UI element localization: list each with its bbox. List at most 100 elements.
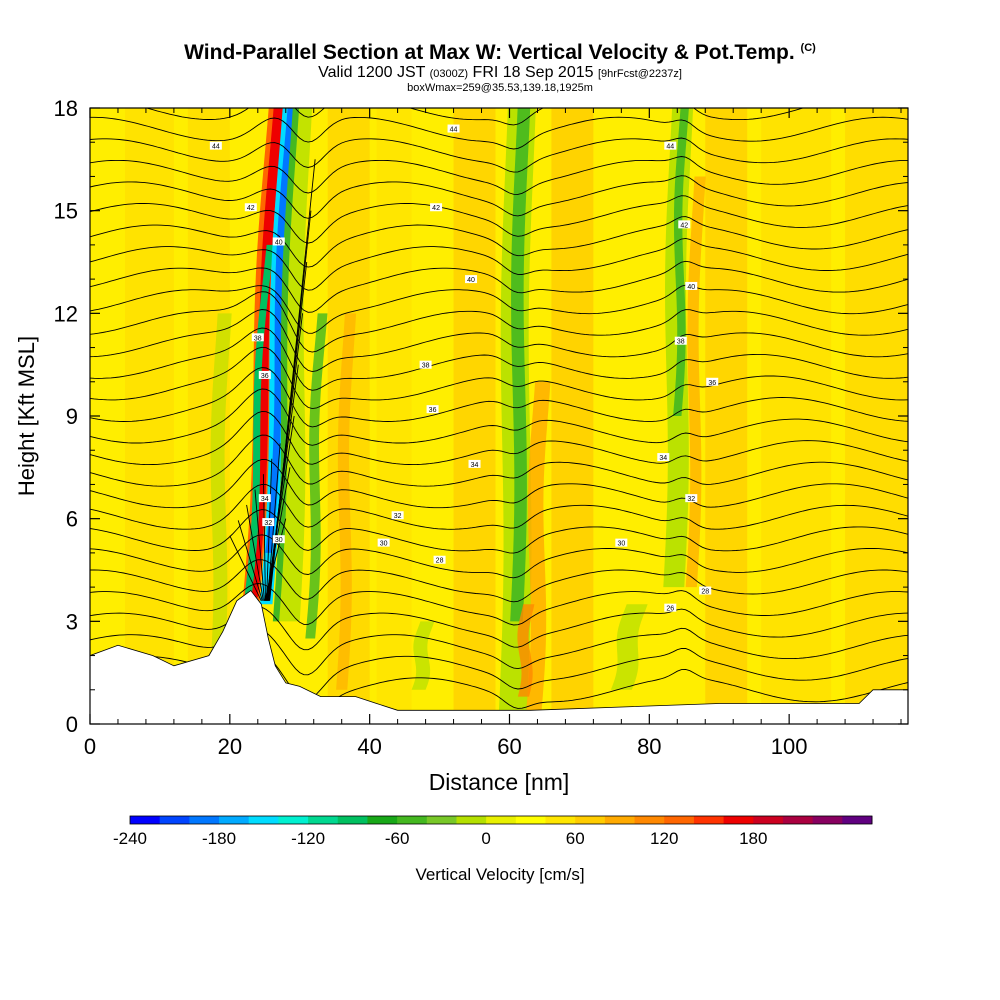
theta-label-bg	[685, 494, 698, 503]
band-orange-36	[336, 313, 357, 690]
colorbar-swatch	[812, 816, 843, 824]
theta-contour	[90, 483, 908, 530]
colorbar: -240 -180 -120 -60 0 60 120 180	[113, 815, 873, 848]
theta-label-bg	[447, 124, 460, 133]
theta-label: 42	[432, 205, 440, 212]
colorbar-swatch	[486, 816, 517, 824]
colorbar-tick-label: -180	[202, 829, 236, 848]
band-green-47	[411, 621, 435, 690]
y-axis-label: Height [Kft MSL]	[14, 336, 39, 496]
colorbar-swatch	[189, 816, 220, 824]
theta-label: 40	[275, 239, 283, 246]
colorbar-swatch	[159, 816, 190, 824]
band-green-61	[510, 108, 531, 622]
theta-contour	[90, 260, 908, 313]
x-axis-label: Distance [nm]	[429, 769, 570, 795]
colorbar-swatch	[456, 816, 487, 824]
theta-contour	[269, 159, 316, 601]
colorbar-swatch	[604, 816, 636, 824]
subtitle-valid-utc: (0300Z)	[429, 68, 469, 80]
y-tick-label: 12	[54, 301, 78, 326]
colorbar-frame	[129, 815, 873, 825]
colorbar-swatch	[634, 816, 665, 824]
colorbar-tick-label: 120	[650, 829, 678, 848]
theta-label: 38	[254, 335, 262, 342]
theta-label-bg	[272, 237, 285, 246]
colorbar-swatch	[723, 816, 754, 824]
theta-label: 36	[429, 407, 437, 414]
theta-contour	[90, 137, 908, 173]
theta-contour	[90, 216, 908, 268]
theta-contour	[90, 156, 908, 195]
theta-label: 28	[436, 558, 444, 565]
y-tick-label: 15	[54, 199, 78, 224]
x-tick-label: 80	[637, 734, 661, 759]
subtitle-valid-a: Valid 1200 JST	[318, 64, 426, 81]
colorbar-tick-label: 0	[481, 829, 490, 848]
colorbar-swatch	[426, 816, 457, 824]
theta-label: 38	[422, 363, 430, 370]
theta-label-bg	[251, 333, 264, 342]
theta-label-bg	[657, 453, 670, 462]
colorbar-tick-label: -60	[385, 829, 410, 848]
shear-green	[243, 244, 274, 605]
colorbar-swatch	[545, 816, 576, 824]
theta-label: 34	[659, 455, 667, 462]
field-strip	[453, 108, 496, 724]
colorbar-swatch	[753, 816, 784, 824]
x-tick-label: 0	[84, 734, 96, 759]
theta-label-bg	[258, 494, 271, 503]
theta-label: 42	[680, 222, 688, 229]
colorbar-swatch	[575, 816, 606, 824]
theta-label: 32	[687, 496, 695, 503]
theta-label: 36	[708, 380, 716, 387]
colorbar-tick-label: -120	[291, 829, 325, 848]
colorbar-swatch	[278, 816, 309, 824]
theta-contour	[90, 583, 908, 626]
theta-label-bg	[685, 281, 698, 290]
colorbar-label: Vertical Velocity [cm/s]	[415, 865, 584, 884]
theta-label-bg	[272, 535, 285, 544]
colorbar-swatch	[130, 816, 161, 824]
downdraft-fringe	[272, 108, 300, 622]
theta-contour	[90, 458, 908, 509]
theta-contours	[90, 108, 908, 724]
theta-contour	[90, 284, 908, 334]
x-tick-label: 100	[771, 734, 808, 759]
theta-label: 40	[467, 277, 475, 284]
theta-label-bg	[244, 203, 257, 212]
theta-label-bg	[678, 220, 691, 229]
theta-label-bg	[699, 586, 712, 595]
theta-contour	[90, 559, 908, 603]
downdraft-core	[265, 108, 295, 553]
field-strip	[705, 108, 748, 724]
theta-contour	[90, 534, 908, 579]
theta-label-bg	[674, 336, 687, 345]
theta-label-bg	[615, 538, 628, 547]
x-tick-label: 20	[218, 734, 242, 759]
theta-label: 32	[264, 520, 272, 527]
theta-label: 42	[247, 205, 255, 212]
colorbar-swatch	[515, 816, 547, 824]
colorbar-tick-label: -240	[113, 829, 147, 848]
theta-label-bg	[433, 555, 446, 564]
theta-contour	[90, 175, 908, 219]
theta-label: 34	[261, 496, 269, 503]
colorbar-tick-label: 180	[739, 829, 767, 848]
chart-title-mark: (C)	[800, 42, 816, 54]
theta-contour	[90, 367, 908, 428]
theta-contour	[246, 504, 264, 601]
theta-contour	[90, 434, 908, 487]
theta-label-bg	[706, 377, 719, 386]
theta-contour	[90, 346, 908, 410]
theta-contour	[90, 195, 908, 244]
theta-contour	[90, 309, 908, 373]
subtitle-fcst: [9hrFcst@2237z]	[597, 68, 682, 80]
y-tick-label: 18	[54, 96, 78, 121]
theta-contour	[90, 509, 908, 554]
theta-contour	[90, 411, 908, 466]
theta-contour	[254, 489, 265, 601]
theta-label: 32	[394, 513, 402, 520]
colorbar-swatch	[664, 816, 695, 824]
theta-contour	[144, 108, 805, 126]
